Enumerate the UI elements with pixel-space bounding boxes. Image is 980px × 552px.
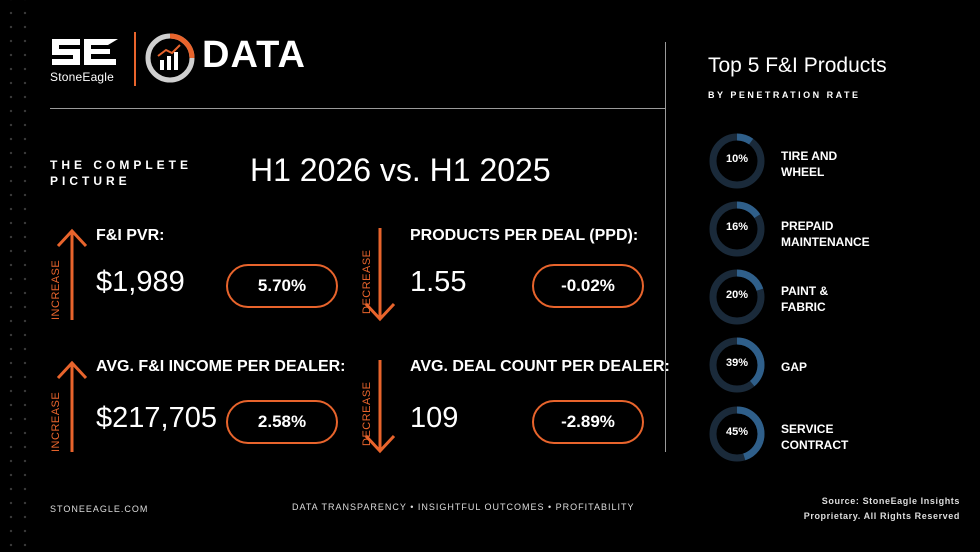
metric-label: AVG. DEAL COUNT PER DEALER: (410, 358, 670, 375)
source-line: Source: StoneEagle Insights (821, 496, 960, 506)
product-name-line: MAINTENANCE (781, 235, 870, 249)
direction-label: DECREASE (361, 381, 373, 447)
product-name-line: TIRE AND (781, 149, 838, 163)
arrow-down-icon (364, 360, 396, 454)
product-name: GAP (781, 359, 881, 375)
ring-chart (709, 337, 765, 393)
header-divider (50, 108, 665, 109)
metric-label: F&I PVR: (96, 227, 165, 244)
product-title: DATA (202, 34, 306, 76)
direction-label: INCREASE (50, 259, 62, 321)
arrow-down-icon (364, 228, 396, 322)
metric-label: AVG. F&I INCOME PER DEALER: (96, 358, 346, 375)
penetration-ring: 20% (708, 268, 766, 326)
change-badge: 5.70% (226, 264, 338, 308)
ring-chart (709, 269, 765, 325)
product-name-line: GAP (781, 360, 808, 374)
ring-percent: 20% (725, 289, 749, 301)
change-badge: 2.58% (226, 400, 338, 444)
ring-percent: 45% (725, 426, 749, 438)
metric-value: $217,705 (96, 402, 217, 434)
footer-website: STONEEAGLE.COM (50, 504, 149, 514)
ring-chart (709, 201, 765, 257)
metric-value: 1.55 (410, 266, 467, 298)
arrow-up-icon (56, 360, 88, 452)
ring-percent: 10% (725, 153, 749, 165)
section-kicker: THE COMPLETE PICTURE (50, 158, 193, 188)
arrow-up-icon (56, 228, 88, 320)
product-name-line: WHEEL (781, 165, 825, 179)
direction-label: INCREASE (50, 391, 62, 453)
change-badge: -0.02% (532, 264, 644, 308)
stoneeagle-logo-icon (52, 39, 118, 65)
ring-chart (709, 133, 765, 189)
product-name-line: PAINT & (781, 284, 829, 298)
dot-pattern-decoration (0, 0, 30, 552)
product-name-line: SERVICE (781, 422, 834, 436)
footer-tagline: DATA TRANSPARENCY • INSIGHTFUL OUTCOMES … (292, 502, 635, 512)
ring-progress-arc (709, 133, 765, 189)
sidebar-title: Top 5 F&I Products (708, 54, 887, 77)
product-name: PAINT & FABRIC (781, 283, 881, 315)
penetration-ring: 16% (708, 200, 766, 258)
metric-value: 109 (410, 402, 459, 434)
period-title: H1 2026 vs. H1 2025 (250, 152, 551, 188)
penetration-ring: 10% (708, 132, 766, 190)
product-name-line: CONTRACT (781, 438, 849, 452)
ring-percent: 39% (725, 357, 749, 369)
product-name-line: FABRIC (781, 300, 826, 314)
ring-progress-arc (709, 406, 765, 462)
brand-name: StoneEagle (50, 70, 115, 84)
ring-progress-arc (709, 269, 765, 325)
ring-percent: 16% (725, 221, 749, 233)
product-name: PREPAID MAINTENANCE (781, 218, 881, 250)
product-name-line: PREPAID (781, 219, 834, 233)
sidebar-divider (665, 42, 666, 452)
ring-chart (709, 406, 765, 462)
direction-label: DECREASE (361, 249, 373, 315)
penetration-ring: 45% (708, 405, 766, 463)
product-name: SERVICE CONTRACT (781, 421, 881, 453)
change-badge: -2.89% (532, 400, 644, 444)
ring-progress-arc (709, 201, 765, 257)
metric-label: PRODUCTS PER DEAL (PPD): (410, 227, 639, 244)
footer-source: Source: StoneEagle Insights Proprietary.… (804, 494, 960, 524)
brand-divider (134, 32, 136, 86)
source-line: Proprietary. All Rights Reserved (803, 511, 960, 521)
sidebar-subtitle: BY PENETRATION RATE (708, 90, 861, 100)
chart-gauge-icon (145, 33, 195, 83)
metric-value: $1,989 (96, 266, 185, 298)
ring-progress-arc (709, 337, 765, 393)
product-name: TIRE AND WHEEL (781, 148, 881, 180)
penetration-ring: 39% (708, 336, 766, 394)
